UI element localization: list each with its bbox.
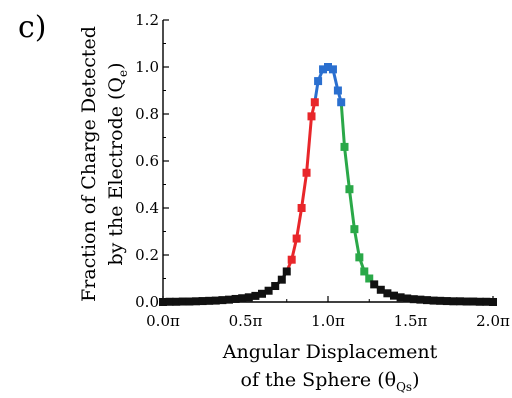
data-point [403,294,412,303]
data-point [365,274,374,283]
y-tick-label: 0.2 [135,246,159,264]
data-point [277,275,286,284]
series-line-red [285,101,317,272]
data-point [390,291,398,300]
data-point [282,267,291,276]
data-point [469,297,478,306]
data-point [231,294,240,303]
data-point [333,86,342,95]
data-point [172,297,181,306]
data-point [314,77,323,86]
data-point [307,112,316,121]
y-tick-label: 0.4 [135,199,159,217]
y-tick-label: 0.8 [135,105,159,123]
y-axis-title-suffix: ) [105,62,127,69]
data-point [475,297,484,306]
data-point [218,296,227,305]
data-point [225,295,233,304]
y-axis-title-subscript: e [116,70,130,77]
data-point [264,286,273,295]
data-point [489,298,497,306]
data-point [292,234,301,243]
data-point [244,293,253,302]
x-tick-label: 0.5π [229,312,263,330]
y-tick-label: 0.6 [135,152,159,170]
data-point [319,65,328,74]
y-tick-label: 1.2 [135,11,159,29]
data-point [211,296,220,305]
data-point [423,296,431,305]
ticks: 0.0 0.2 0.4 0.6 0.8 1.0 1.2 0.0π 0.5π 1.0π 1.5π 2.0… [135,11,510,330]
data-point [449,297,458,306]
x-axis-title-subscript: Qs [396,380,412,394]
x-tick-label: 1.0π [311,312,345,330]
data-point [238,294,247,303]
x-axis-title-suffix: ) [412,369,419,391]
data-point [337,98,346,107]
x-axis-title-line2: of the Sphere (θQs) [241,369,420,394]
data-point [271,282,280,291]
data-point [396,293,405,302]
data-point [178,297,187,306]
data-markers [159,63,497,306]
series-line-green [339,102,371,280]
data-point [310,98,319,107]
y-axis-title-line2: by the Electrode (Qe) [105,62,130,265]
x-tick-label: 1.5π [394,312,428,330]
data-point [287,255,296,264]
y-tick-label: 0.0 [135,293,159,311]
data-point [258,289,266,298]
data-point [297,204,306,212]
data-point [159,298,167,306]
data-point [185,297,194,306]
x-tick-label: 2.0π [476,312,510,330]
data-point [198,297,207,306]
data-point [328,65,337,74]
data-point [416,295,425,304]
data-point [429,296,438,305]
series-lines [162,65,494,304]
x-tick-label: 0.0π [146,312,180,330]
data-point [360,267,369,276]
data-point [205,296,214,305]
data-point [370,280,379,289]
x-axis-title-prefix: of the Sphere (θ [241,369,397,391]
y-axis-title-prefix: by the Electrode (Q [105,77,127,266]
data-point [192,297,200,306]
x-axis-title-line1: Angular Displacement [222,341,438,363]
data-point [340,142,349,151]
data-point [355,253,364,262]
data-point [345,185,354,194]
data-point [383,289,392,298]
data-point [376,285,385,294]
panel-label: c) [18,10,47,45]
axes [162,20,493,303]
y-tick-label: 1.0 [135,58,159,76]
data-point [442,297,451,306]
data-point [324,63,332,71]
data-point [409,295,418,304]
data-point [165,297,174,306]
data-point [462,297,471,306]
y-axis-title-line1: Fraction of Charge Detected [78,26,100,302]
data-point [251,291,260,300]
data-point [350,225,359,234]
data-point [436,296,445,305]
data-point [456,297,464,306]
data-point [302,168,311,177]
data-point [482,297,491,306]
